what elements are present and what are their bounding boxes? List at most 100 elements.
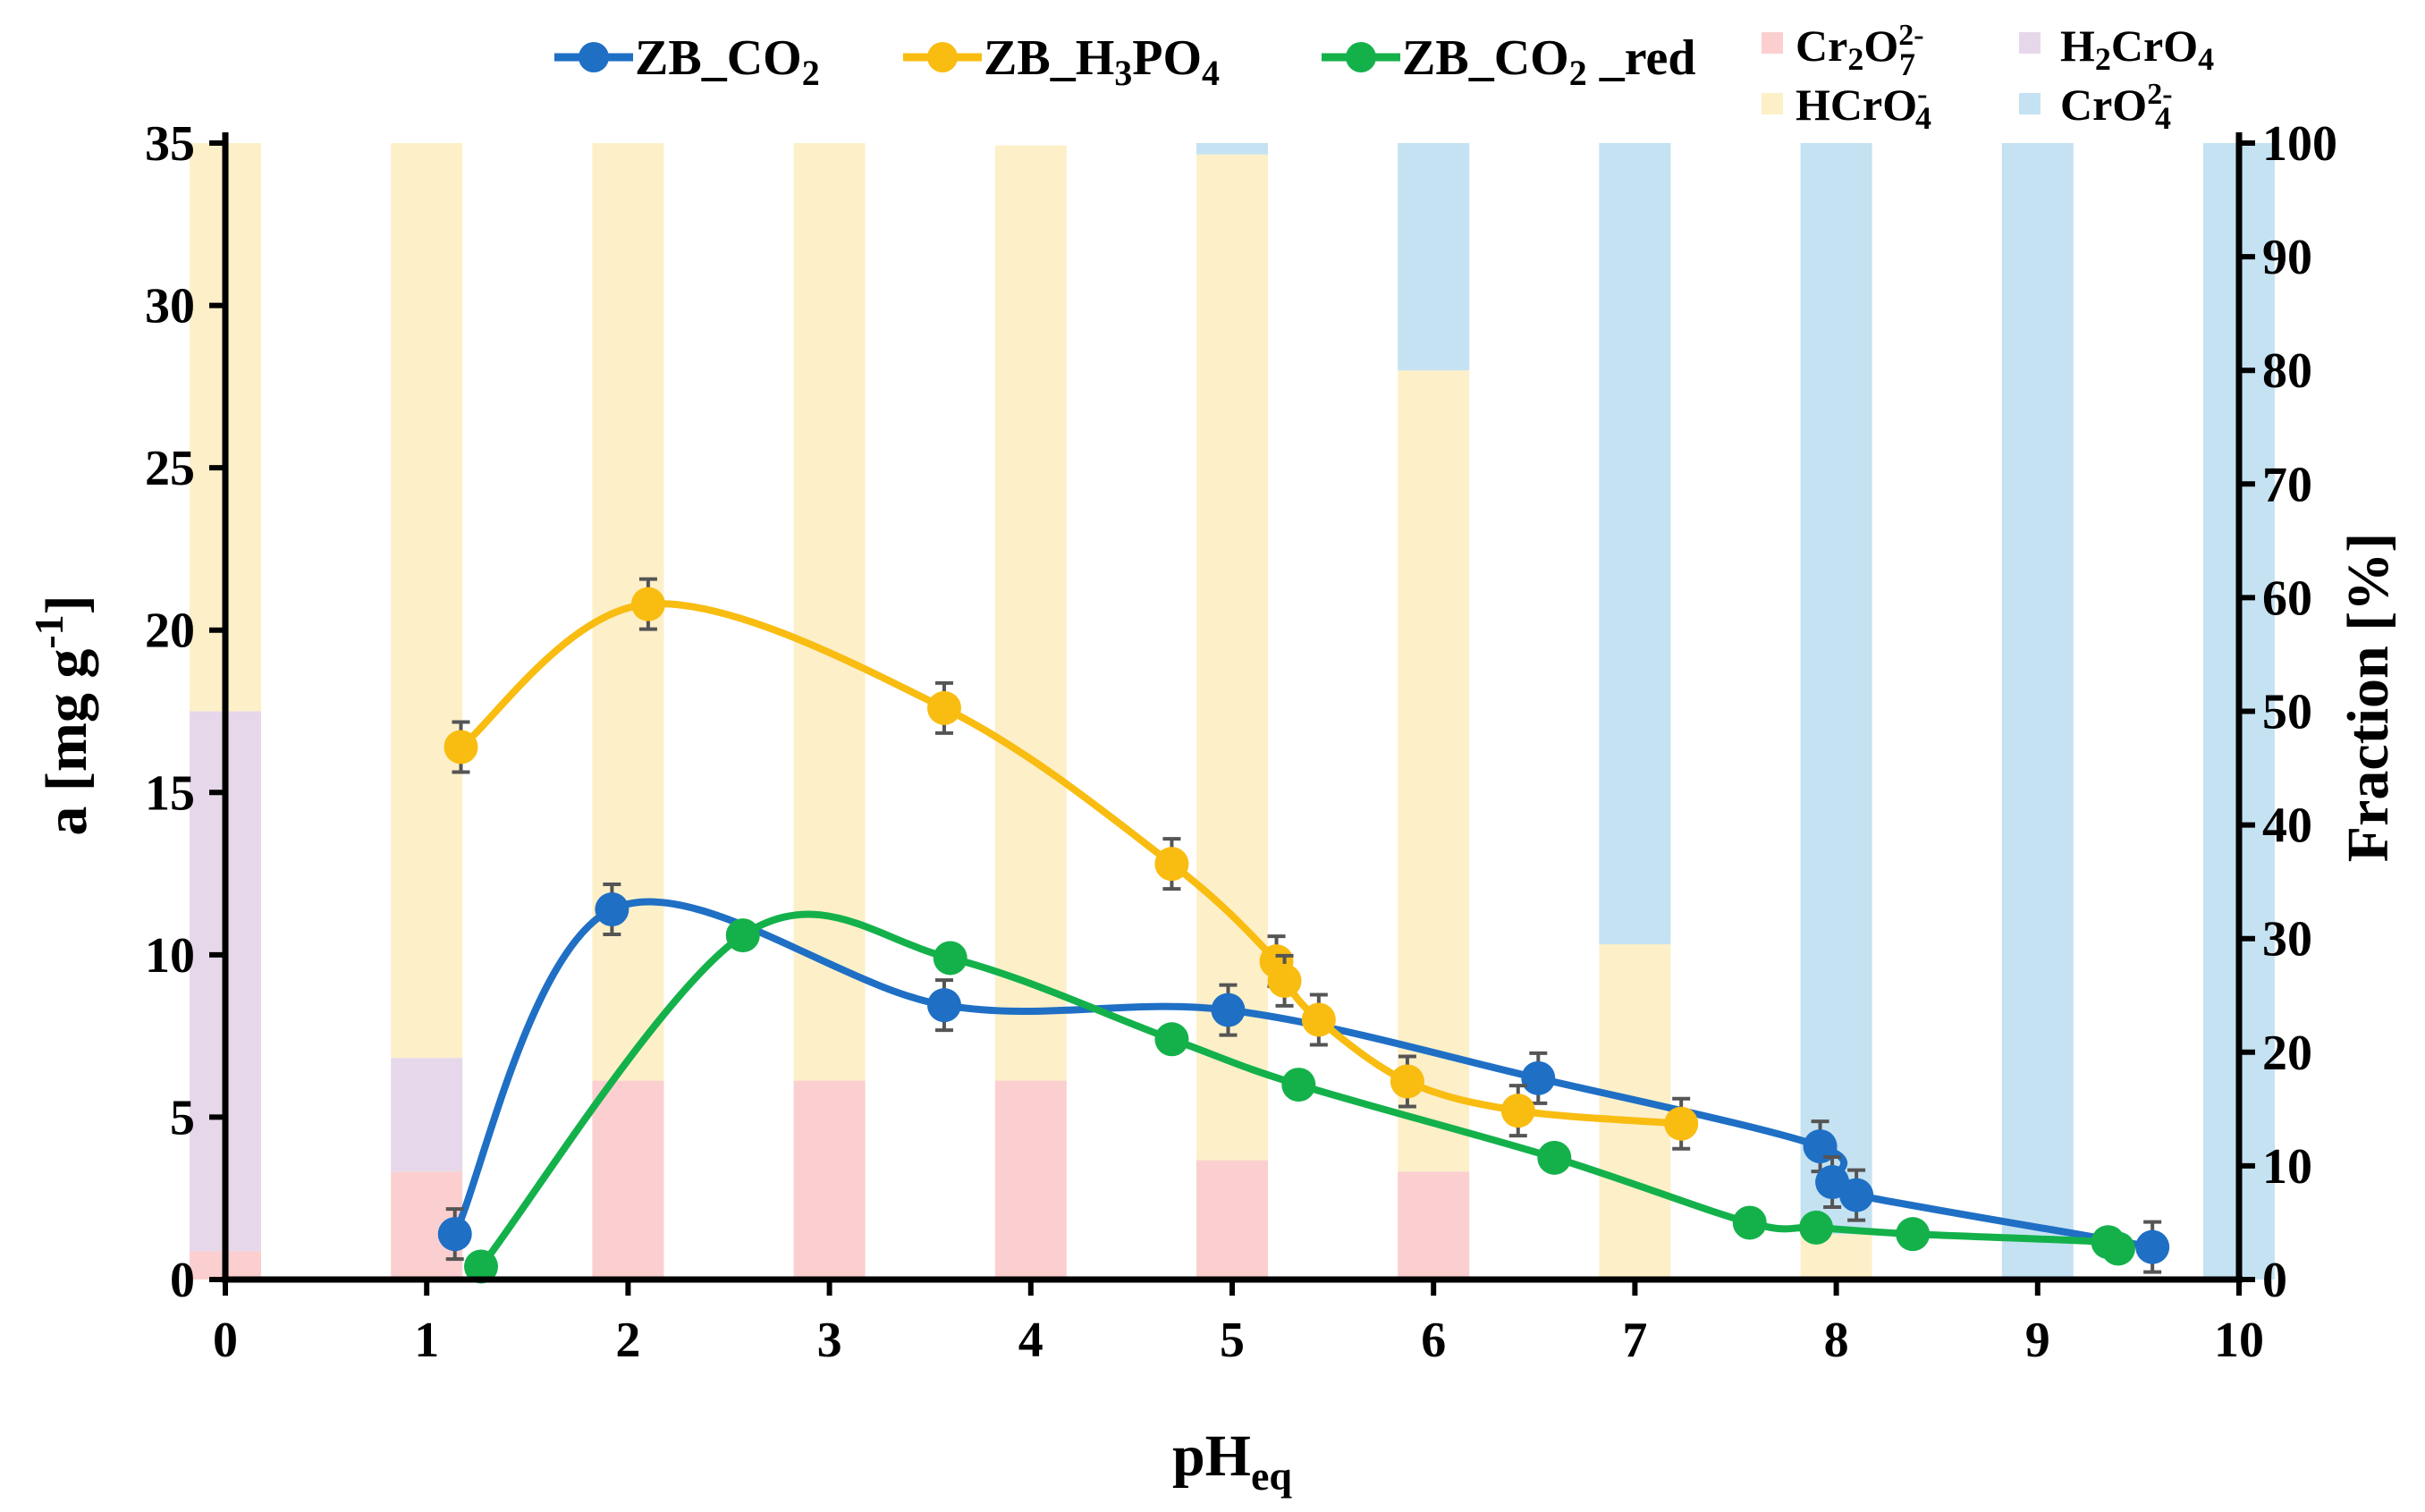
data-point-zb-co2-red-5 <box>1537 1140 1572 1175</box>
legend-item-hcro4: HCrO-4 <box>1762 78 1931 136</box>
x-axis-title-sub: eq <box>1251 1453 1292 1499</box>
x-tick-label-6: 6 <box>1421 1313 1446 1368</box>
fraction-bar-cr2o7-ph-2 <box>592 1080 664 1280</box>
series-line-zb-h3po4 <box>457 600 1686 1128</box>
y-left-tick-label-20: 20 <box>145 604 195 659</box>
y-right-tick-label-30: 30 <box>2262 912 2312 967</box>
y-left-tick-label-15: 15 <box>145 765 195 821</box>
data-point-zb-h3po4-5 <box>1267 963 1302 998</box>
y-right-tick-label-70: 70 <box>2262 457 2312 512</box>
data-point-zb-co2-7 <box>1839 1178 1874 1212</box>
fraction-bar-hcro4-ph-5 <box>1196 154 1268 1161</box>
y-right-tick-label-20: 20 <box>2262 1026 2312 1081</box>
x-tick-label-0: 0 <box>213 1313 238 1368</box>
legend-item-zb-co2: ZB_CO2 <box>554 30 820 93</box>
y-left-tick-label-25: 25 <box>145 441 195 496</box>
fraction-bar-hcro4-ph-7 <box>1599 944 1671 1280</box>
legend-label-cro4: CrO2-4 <box>2060 78 2173 136</box>
y-right-tick-label-60: 60 <box>2262 570 2312 626</box>
x-tick-label-2: 2 <box>615 1313 640 1368</box>
data-point-zb-co2-red-7 <box>1799 1210 1834 1245</box>
data-point-zb-co2-red-4 <box>1281 1068 1316 1102</box>
data-point-zb-co2-red-2 <box>933 941 967 976</box>
data-point-zb-co2-0 <box>437 1217 472 1252</box>
legend-item-cro4: CrO2-4 <box>2019 78 2173 136</box>
data-point-zb-h3po4-9 <box>1664 1106 1699 1141</box>
data-point-zb-h3po4-3 <box>1154 847 1189 882</box>
legend-swatch-hcro4 <box>1762 93 1783 114</box>
fraction-bar-cr2o7-ph-4 <box>994 1080 1067 1280</box>
y-axis-right-title: Fraction [%] <box>2336 533 2401 862</box>
y-left-tick-label-30: 30 <box>145 279 195 334</box>
y-left-tick-label-5: 5 <box>170 1090 195 1145</box>
x-tick-label-7: 7 <box>1622 1313 1647 1368</box>
legend-label-cr2o7: Cr2O2-7 <box>1796 19 1924 82</box>
fraction-bar-hcro4-ph-6 <box>1398 370 1470 1172</box>
y-axis-left-title: a [mg g-1] <box>26 595 99 835</box>
y-right-tick-label-80: 80 <box>2262 343 2312 399</box>
y-right-tick-label-50: 50 <box>2262 685 2312 740</box>
fraction-bar-cro4-ph-7 <box>1599 143 1671 945</box>
data-point-zb-co2-red-10 <box>2100 1231 2135 1266</box>
legend-item-h2cro4: H2CrO4 <box>2019 21 2214 77</box>
fraction-bars <box>190 143 2275 1280</box>
data-point-zb-h3po4-1 <box>630 587 665 621</box>
x-tick-label-8: 8 <box>1824 1313 1849 1368</box>
fraction-bar-cro4-ph-9 <box>2001 143 2074 1280</box>
data-point-zb-h3po4-8 <box>1500 1094 1535 1128</box>
data-point-zb-co2-1 <box>595 892 629 927</box>
fraction-bar-h2cro4-ph-1 <box>391 1058 463 1172</box>
fraction-bar-cr2o7-ph-5 <box>1196 1160 1268 1280</box>
data-point-zb-co2-4 <box>1521 1060 1556 1095</box>
fraction-bar-cr2o7-ph-3 <box>793 1080 866 1280</box>
data-point-zb-co2-5 <box>1803 1129 1838 1164</box>
y-axis-left-title-sup: -1 <box>26 614 72 648</box>
x-tick-label-9: 9 <box>2025 1313 2050 1368</box>
adsorption-series <box>437 577 2170 1284</box>
x-tick-label-1: 1 <box>414 1313 439 1368</box>
legend-label-h2cro4: H2CrO4 <box>2060 21 2214 77</box>
legend-item-zb-h3po4: ZB_H3PO4 <box>903 30 1220 93</box>
data-point-zb-co2-2 <box>926 988 961 1023</box>
y-right-tick-label-40: 40 <box>2262 798 2312 854</box>
data-point-zb-h3po4-6 <box>1301 1002 1336 1037</box>
fraction-bar-cro4-ph-5 <box>1196 143 1268 155</box>
data-point-zb-h3po4-0 <box>444 730 478 764</box>
legend-item-cr2o7: Cr2O2-7 <box>1762 19 1924 82</box>
y-right-tick-label-10: 10 <box>2262 1139 2312 1195</box>
y-right-tick-label-90: 90 <box>2262 230 2312 285</box>
data-point-zb-h3po4-7 <box>1390 1064 1424 1099</box>
data-point-zb-co2-3 <box>1211 993 1246 1027</box>
fraction-bar-cro4-ph-8 <box>1800 143 1872 1235</box>
x-axis-title: pHeq <box>1172 1423 1292 1499</box>
data-point-zb-h3po4-2 <box>926 690 961 725</box>
y-left-tick-label-0: 0 <box>170 1253 195 1308</box>
legend-swatch-cro4 <box>2019 93 2041 114</box>
legend: ZB_CO2 ZB_H3PO4 ZB_CO2 _red Cr2O2-7 H2Cr… <box>554 19 2214 136</box>
legend-label-zb-h3po4: ZB_H3PO4 <box>984 30 1220 93</box>
fraction-bar-cr2o7-ph-6 <box>1398 1171 1470 1280</box>
legend-swatch-zb-co2-marker <box>579 42 609 72</box>
legend-label-hcro4: HCrO-4 <box>1796 78 1931 136</box>
data-point-zb-co2-red-6 <box>1732 1205 1767 1240</box>
y-left-tick-label-35: 35 <box>145 116 195 172</box>
fraction-bar-hcro4-ph-3 <box>793 143 866 1081</box>
legend-item-zb-co2-red: ZB_CO2 _red <box>1322 30 1696 93</box>
y-left-tick-label-10: 10 <box>145 928 195 984</box>
data-point-zb-co2-red-3 <box>1154 1022 1189 1057</box>
x-tick-label-4: 4 <box>1018 1313 1044 1368</box>
fraction-bar-cro4-ph-6 <box>1398 143 1470 371</box>
legend-label-zb-co2-red: ZB_CO2 _red <box>1402 30 1696 93</box>
legend-swatch-zb-h3po4-marker <box>927 42 958 72</box>
data-point-zb-co2-red-1 <box>725 918 760 953</box>
data-point-zb-co2-8 <box>2135 1229 2170 1264</box>
legend-swatch-h2cro4 <box>2019 32 2041 54</box>
legend-swatch-cr2o7 <box>1762 32 1783 54</box>
fraction-bar-hcro4-ph-1 <box>391 143 463 1059</box>
y-right-tick-label-0: 0 <box>2262 1253 2287 1308</box>
fraction-bar-hcro4-ph-4 <box>994 145 1067 1081</box>
x-tick-label-5: 5 <box>1220 1313 1245 1368</box>
legend-swatch-zb-co2-red-marker <box>1346 42 1376 72</box>
data-point-zb-co2-red-8 <box>1896 1217 1931 1252</box>
